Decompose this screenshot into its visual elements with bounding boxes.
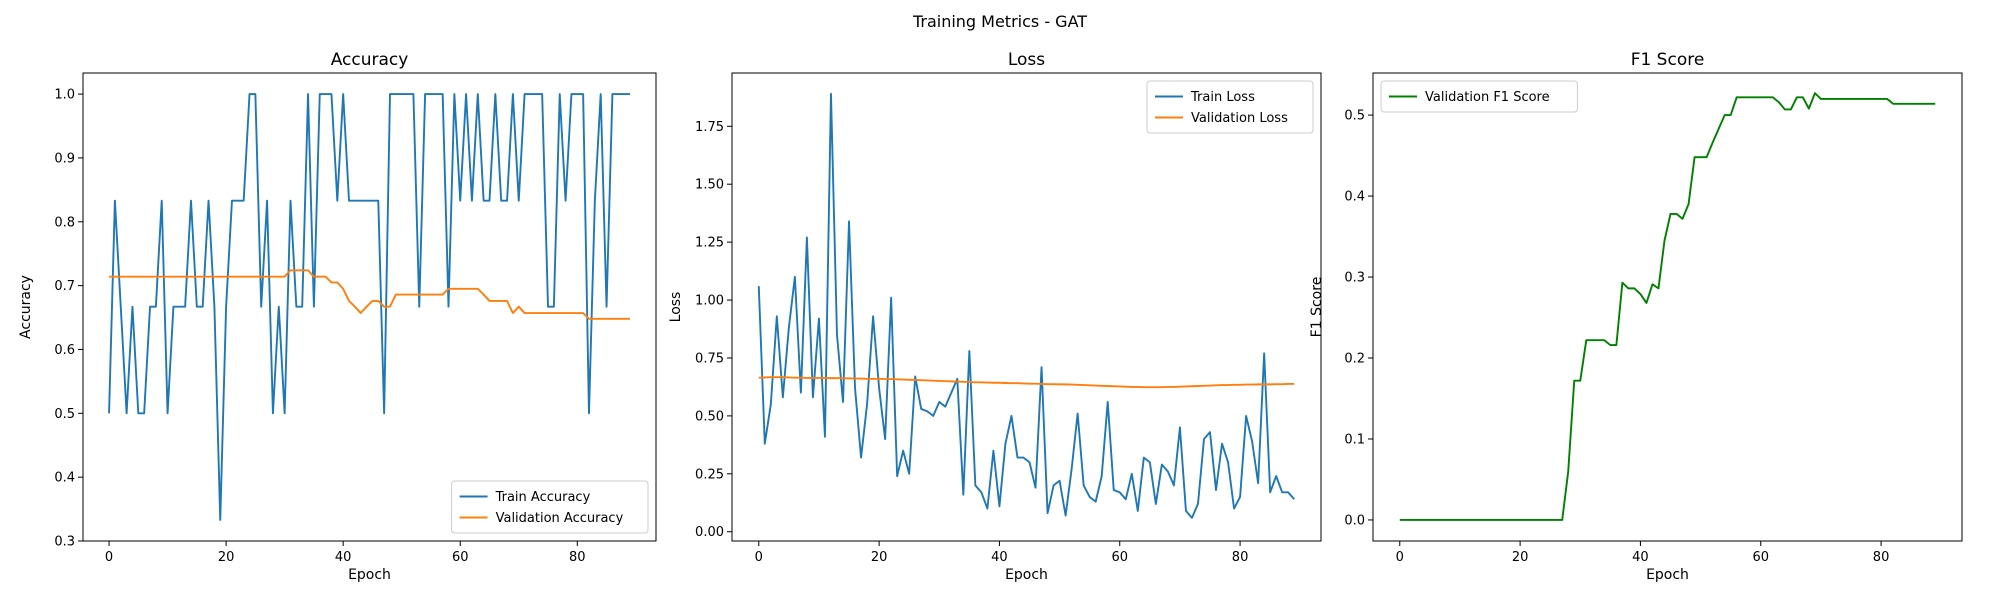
accuracy-series-group (108, 93, 630, 521)
loss-legend: Train Loss Validation Loss (1146, 80, 1314, 134)
train-accuracy-line (108, 93, 630, 521)
f1-score-x-tick-label: 60 (1752, 550, 1769, 565)
loss-series-group (757, 92, 1295, 519)
loss-y-tick-label: 1.75 (695, 120, 724, 135)
f1-score-legend-box (1380, 80, 1578, 113)
validation-loss-line (758, 376, 1295, 389)
f1-score-y-axis-label: F1 Score (1309, 277, 1325, 338)
accuracy-axes-frame (82, 72, 657, 542)
loss-y-tick-label: 1.00 (695, 294, 724, 309)
f1-score-y-tick-label: 0.0 (1344, 513, 1365, 528)
loss-y-tick-label: 1.50 (695, 178, 724, 193)
loss-title: Loss (1008, 50, 1045, 70)
loss-legend-box (1146, 80, 1314, 134)
loss-x-tick-label: 60 (1111, 550, 1128, 565)
validation-loss-legend-label: Validation Loss (1191, 111, 1288, 126)
f1-score-y-tick-label: 0.4 (1344, 190, 1365, 205)
accuracy-y-tick-label: 0.7 (54, 279, 75, 294)
accuracy-y-tick-label: 0.4 (54, 471, 75, 486)
loss-x-tick-label: 0 (755, 550, 763, 565)
loss-y-tick-label: 0.75 (695, 351, 724, 366)
accuracy-title: Accuracy (331, 50, 409, 70)
validation-f1-score-line (1399, 92, 1936, 521)
accuracy-legend: Train Accuracy Validation Accuracy (451, 480, 649, 534)
f1-score-y-tick-label: 0.2 (1344, 352, 1365, 367)
accuracy-legend-box (451, 480, 649, 534)
f1-score-legend: Validation F1 Score (1380, 80, 1578, 113)
loss-y-tick-label: 0.25 (695, 467, 724, 482)
loss-y-tick-label: 0.00 (695, 525, 724, 540)
f1-score-y-tick-label: 0.5 (1344, 109, 1365, 124)
loss-panel: Loss 0 20 40 60 80 0.00 0.25 0.50 0.75 1.00 1.25 1.5… (668, 50, 1322, 583)
accuracy-y-tick-label: 0.5 (54, 407, 75, 422)
f1-score-y-tick-label: 0.1 (1344, 432, 1365, 447)
validation-f1-score-legend-label: Validation F1 Score (1425, 90, 1550, 105)
train-loss-line (757, 92, 1295, 519)
figure-suptitle: Training Metrics - GAT (912, 12, 1087, 31)
accuracy-y-tick-label: 1.0 (54, 88, 75, 103)
loss-x-tick-label: 20 (871, 550, 888, 565)
loss-x-axis-label: Epoch (1005, 567, 1048, 583)
loss-y-tick-label: 1.25 (695, 236, 724, 251)
accuracy-y-tick-label: 0.3 (54, 535, 75, 550)
accuracy-x-axis-label: Epoch (348, 567, 391, 583)
validation-accuracy-line (109, 269, 630, 320)
f1-score-x-tick-label: 80 (1873, 550, 1890, 565)
loss-axes-frame (731, 72, 1322, 542)
train-accuracy-legend-label: Train Accuracy (495, 490, 591, 505)
accuracy-x-tick-label: 80 (569, 550, 586, 565)
f1-score-x-tick-label: 40 (1632, 550, 1649, 565)
loss-y-tick-label: 0.50 (695, 409, 724, 424)
loss-x-tick-label: 40 (991, 550, 1008, 565)
f1-score-x-tick-label: 20 (1512, 550, 1529, 565)
accuracy-x-tick-label: 40 (335, 550, 352, 565)
accuracy-y-tick-label: 0.8 (54, 215, 75, 230)
accuracy-x-tick-label: 0 (105, 550, 113, 565)
accuracy-y-axis-label: Accuracy (18, 275, 34, 339)
f1-score-y-tick-label: 0.3 (1344, 271, 1365, 286)
loss-y-axis-label: Loss (668, 292, 684, 323)
f1-score-axes-frame (1372, 72, 1963, 542)
loss-x-tick-label: 80 (1232, 550, 1249, 565)
f1-score-x-tick-label: 0 (1396, 550, 1404, 565)
accuracy-y-tick-label: 0.6 (54, 343, 75, 358)
accuracy-x-tick-label: 20 (218, 550, 235, 565)
train-loss-legend-label: Train Loss (1190, 90, 1255, 105)
accuracy-panel: Accuracy 0 20 40 60 80 0.3 0.4 0.5 0.6 0.7 0.8 0.9 1.… (18, 50, 657, 583)
f1-score-title: F1 Score (1631, 50, 1705, 70)
validation-accuracy-legend-label: Validation Accuracy (496, 511, 624, 526)
accuracy-y-tick-label: 0.9 (54, 151, 75, 166)
f1-score-series-group (1399, 92, 1936, 521)
f1-score-panel: F1 Score 0 20 40 60 80 0.0 0.1 0.2 0.3 0.4 0.5 Epoch… (1309, 50, 1963, 583)
f1-score-x-axis-label: Epoch (1646, 567, 1689, 583)
accuracy-x-tick-label: 60 (452, 550, 469, 565)
